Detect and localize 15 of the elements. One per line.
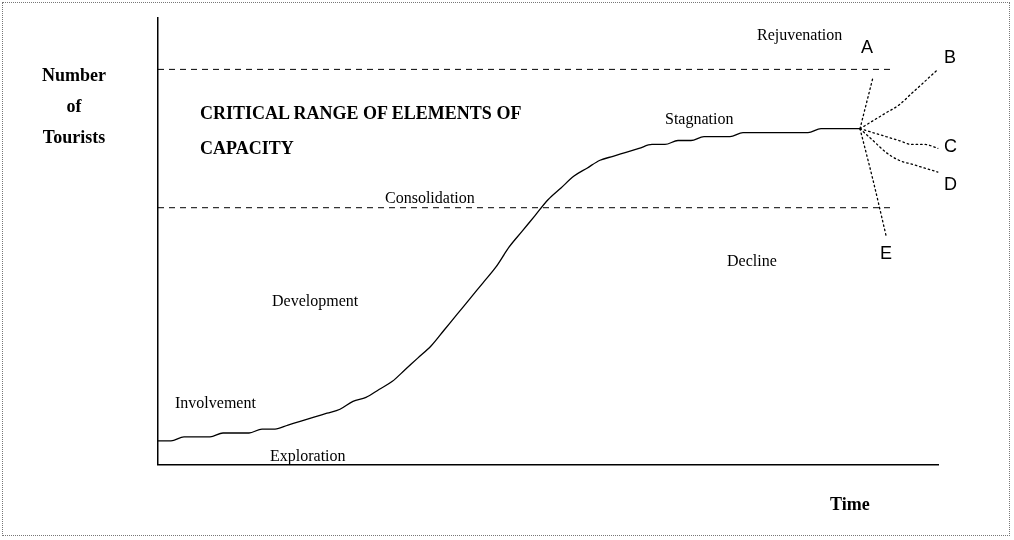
y-axis-title: Number of Tourists — [41, 64, 107, 149]
annotation: CRITICAL RANGE OF ELEMENTS OF CAPACITY — [200, 102, 522, 160]
annotation: Stagnation — [665, 110, 734, 128]
text: Rejuvenation — [757, 26, 843, 44]
series-label: A — [861, 37, 874, 59]
annotation: Involvement — [175, 394, 256, 412]
annotation: Consolidation — [385, 189, 475, 207]
annotation: Development — [272, 292, 359, 310]
annotation: Decline — [727, 252, 777, 270]
series-label: B — [944, 47, 957, 69]
series-label: D — [944, 174, 957, 196]
series-label: C — [944, 136, 957, 158]
x-axis-title: Time — [830, 494, 870, 515]
series-label: E — [880, 243, 893, 265]
annotation: Exploration — [270, 447, 346, 465]
